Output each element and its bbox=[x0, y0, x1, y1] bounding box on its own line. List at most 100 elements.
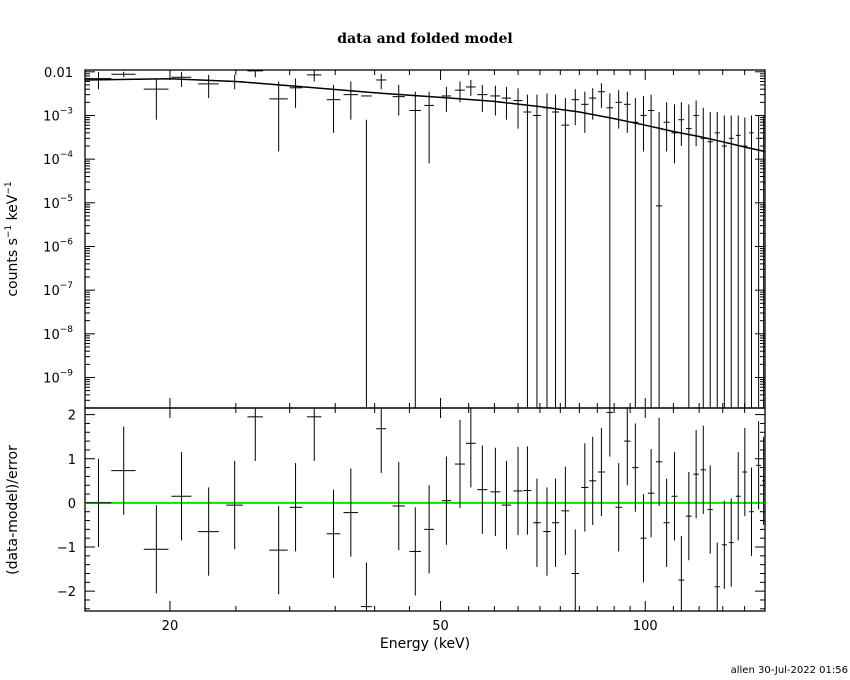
data-point bbox=[441, 86, 452, 113]
residual-points bbox=[85, 408, 765, 611]
data-point bbox=[756, 115, 762, 408]
residual-point bbox=[589, 436, 597, 525]
x-tick-labels: 20 50 100 bbox=[162, 619, 658, 634]
residual-point bbox=[678, 535, 685, 611]
data-point bbox=[533, 94, 541, 408]
bottom-panel-frame bbox=[84, 407, 766, 612]
residual-point bbox=[686, 471, 692, 561]
y-tick-base: 10 bbox=[43, 197, 60, 212]
residual-point bbox=[742, 427, 748, 517]
ylabel-mid: keV bbox=[5, 194, 21, 225]
y-tick-exp: −6 bbox=[60, 237, 74, 247]
y-tick-base: 10 bbox=[43, 240, 60, 255]
y-tick-base: 10 bbox=[43, 371, 60, 386]
x-tick-label: 20 bbox=[162, 619, 179, 634]
residual-point bbox=[700, 425, 706, 514]
data-point bbox=[606, 93, 614, 408]
top-data-points bbox=[85, 70, 765, 408]
residual-point bbox=[640, 494, 647, 583]
residual-point bbox=[647, 449, 655, 538]
data-point bbox=[647, 94, 655, 408]
y-tick-base: 0.01 bbox=[44, 66, 73, 81]
residual-point bbox=[762, 436, 765, 525]
footer-stamp: allen 30-Jul-2022 01:56 bbox=[731, 665, 848, 676]
y-tick-label: −1 bbox=[57, 541, 76, 556]
data-point bbox=[640, 95, 647, 152]
data-point bbox=[490, 85, 501, 116]
top-panel-frame bbox=[84, 69, 766, 409]
residual-point bbox=[735, 452, 741, 541]
residual-point bbox=[606, 408, 614, 457]
residual-point bbox=[714, 542, 720, 611]
x-tick-label: 50 bbox=[432, 619, 449, 634]
y-tick-label: 10−5 bbox=[43, 194, 73, 212]
y-tick-label: 10−3 bbox=[43, 106, 73, 124]
data-point bbox=[543, 93, 551, 408]
y-tick-exp: −5 bbox=[60, 194, 73, 204]
residual-point bbox=[749, 467, 754, 556]
ylabel-exp2: −1 bbox=[4, 181, 14, 194]
data-point bbox=[392, 84, 405, 116]
data-point bbox=[361, 95, 372, 408]
y-tick-label: 10−8 bbox=[43, 325, 73, 343]
data-point bbox=[289, 78, 303, 108]
residual-point bbox=[326, 489, 341, 578]
data-point bbox=[663, 102, 670, 152]
y-tick-label: 10−4 bbox=[43, 150, 73, 168]
y-tick-base: 10 bbox=[43, 284, 60, 299]
ylabel-base: counts s bbox=[5, 238, 21, 297]
data-point bbox=[376, 73, 387, 90]
data-point bbox=[655, 112, 663, 408]
x-tick-label: 100 bbox=[633, 619, 658, 634]
x-axis-label: Energy (keV) bbox=[380, 636, 470, 652]
data-point bbox=[624, 91, 631, 133]
residual-point bbox=[632, 423, 639, 512]
residual-point bbox=[655, 417, 663, 506]
y-tick-label: 10−9 bbox=[43, 368, 73, 386]
residual-point bbox=[543, 487, 551, 576]
residual-point bbox=[361, 562, 372, 611]
residual-point bbox=[721, 500, 727, 589]
y-tick-label: 10−7 bbox=[43, 281, 73, 299]
ylabel-exp1: −1 bbox=[4, 225, 14, 238]
data-point bbox=[513, 88, 523, 129]
data-point bbox=[111, 71, 136, 78]
residual-point bbox=[424, 485, 434, 574]
chart-title: data and folded model bbox=[337, 31, 512, 47]
y-tick-exp: −9 bbox=[60, 368, 74, 378]
y-tick-label: −2 bbox=[57, 585, 76, 600]
y-tick-label: 1 bbox=[68, 453, 76, 468]
top-panel-ticks bbox=[84, 70, 766, 409]
data-point bbox=[466, 79, 476, 96]
data-point bbox=[269, 81, 288, 152]
residual-point bbox=[561, 466, 570, 555]
data-point bbox=[597, 83, 605, 108]
data-point bbox=[686, 104, 692, 408]
data-point bbox=[615, 90, 622, 129]
residual-point bbox=[523, 446, 532, 535]
residual-point bbox=[671, 452, 678, 541]
y-tick-label: 10−6 bbox=[43, 237, 73, 255]
data-point bbox=[707, 112, 713, 408]
data-point bbox=[678, 102, 685, 146]
y-tick-exp: −7 bbox=[60, 281, 73, 291]
residual-point bbox=[624, 408, 631, 486]
residual-point bbox=[392, 461, 405, 551]
residual-point bbox=[501, 460, 512, 550]
residual-point bbox=[247, 408, 263, 461]
residual-point bbox=[111, 426, 136, 515]
residual-point bbox=[615, 463, 622, 552]
residual-point bbox=[728, 498, 734, 587]
residual-point bbox=[143, 505, 169, 594]
y-tick-label: 0 bbox=[68, 497, 76, 512]
bottom-panel-ticks bbox=[84, 408, 766, 611]
top-y-axis-label: counts s−1 keV−1 bbox=[4, 181, 21, 296]
residual-point bbox=[490, 447, 501, 536]
data-point bbox=[306, 70, 322, 82]
data-point bbox=[326, 84, 341, 133]
data-point bbox=[728, 115, 734, 408]
y-tick-exp: −8 bbox=[60, 325, 74, 335]
residual-point bbox=[343, 468, 358, 557]
y-tick-base: 10 bbox=[43, 109, 60, 124]
